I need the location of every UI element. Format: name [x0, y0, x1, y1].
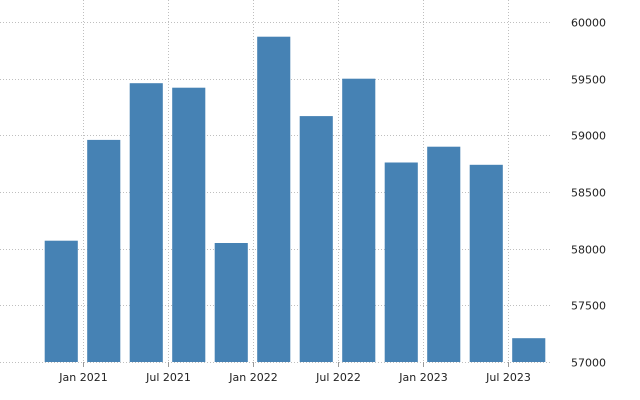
x-tick-label: Jan 2023	[398, 371, 447, 384]
bar	[44, 240, 78, 362]
x-axis: Jan 2021 Jul 2021 Jan 2022 Jul 2022 Jan 2023…	[58, 362, 531, 384]
x-tick-label: Jul 2023	[485, 371, 531, 384]
x-tick-label: Jan 2022	[228, 371, 277, 384]
y-tick-label: 59500	[571, 74, 606, 87]
bar	[384, 162, 418, 362]
bar	[299, 116, 333, 362]
bar	[87, 139, 121, 362]
y-tick-label: 60000	[571, 17, 606, 30]
bar	[214, 243, 248, 362]
grid-lines	[0, 0, 550, 363]
bar	[172, 87, 206, 362]
bar	[129, 83, 163, 362]
bar	[257, 36, 291, 362]
x-tick-label: Jul 2022	[315, 371, 361, 384]
x-tick-label: Jul 2021	[145, 371, 191, 384]
y-tick-label: 59000	[571, 130, 606, 143]
bar	[512, 338, 546, 362]
bar	[342, 78, 376, 362]
bar	[427, 146, 461, 362]
y-tick-label: 58000	[571, 244, 606, 257]
x-tick-label: Jan 2021	[58, 371, 107, 384]
y-axis: 57000 57500 58000 58500 59000 59500 60000	[571, 17, 606, 370]
bar	[469, 164, 503, 362]
y-tick-label: 58500	[571, 187, 606, 200]
y-tick-label: 57500	[571, 300, 606, 313]
bars	[44, 36, 546, 362]
y-tick-label: 57000	[571, 357, 606, 370]
